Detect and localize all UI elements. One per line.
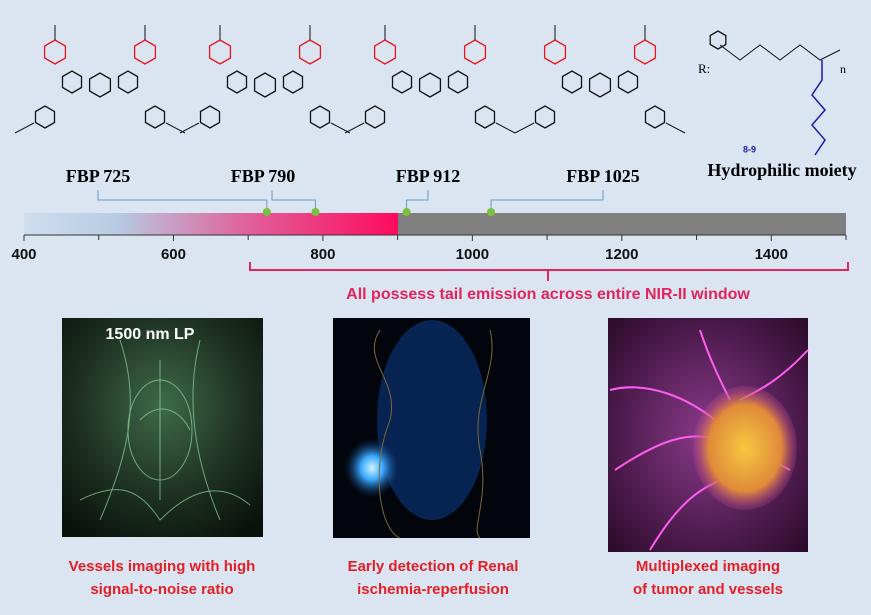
range-label: 8-9 [743,144,756,154]
ring [588,72,612,98]
bar-gray [398,213,846,235]
ring [88,72,112,98]
bar-gradient [24,213,398,235]
panel-vessels [62,318,263,537]
ring [633,39,657,65]
ring [474,105,496,129]
dye-label: FBP 725 [66,166,131,186]
repeat-label: n [840,62,846,76]
ring [534,105,556,129]
ring [117,70,139,94]
panel-overlay: 1500 nm LP [106,326,195,343]
ring [418,72,442,98]
ring [208,39,232,65]
ring [463,39,487,65]
vessels [79,339,251,521]
dye-label: FBP 790 [231,166,296,186]
dye-marker [311,208,320,216]
ring [709,30,727,50]
outline [373,329,493,539]
r-label: R: [698,61,710,76]
ring [447,70,469,94]
dye-label: FBP 912 [396,166,461,186]
caption: Early detection of Renal [348,558,519,575]
ring [226,70,248,94]
bond [514,25,686,134]
ring [61,70,83,94]
tumor [693,386,797,510]
leader [406,190,429,210]
ring [391,70,413,94]
bracket [249,262,849,281]
dye-marker [402,208,411,216]
ring [617,70,639,94]
body-glow [377,320,487,520]
tick-label: 400 [11,246,36,263]
ring [364,105,386,129]
moiety-peg [811,60,826,156]
tick-label: 1000 [456,246,489,263]
ring [133,39,157,65]
dye-label: FBP 1025 [566,166,640,186]
caption: ischemia-reperfusion [357,581,509,598]
bond [344,25,516,134]
leader [271,190,316,210]
kidney-glow [344,438,400,498]
ring [298,39,322,65]
ring [644,105,666,129]
dye-marker [262,208,271,216]
bond [14,25,186,134]
ring [34,105,56,129]
ring [253,72,277,98]
leader [97,190,268,210]
ring [543,39,567,65]
dye-marker [487,208,496,216]
tick-label: 1400 [755,246,788,263]
leader [490,190,604,210]
structures [14,25,841,156]
caption: Vessels imaging with high [69,558,256,575]
tick-label: 800 [310,246,335,263]
ring [309,105,331,129]
ring [282,70,304,94]
ring [199,105,221,129]
moiety-label: Hydrophilic moiety [707,160,856,180]
moiety-chain [719,44,841,61]
caption: Multiplexed imaging [636,558,780,575]
tick-label: 600 [161,246,186,263]
caption: signal-to-noise ratio [90,581,233,598]
bracket-text: All possess tail emission across entire … [346,286,750,303]
ring [43,39,67,65]
ring [373,39,397,65]
ring [144,105,166,129]
bond [179,25,351,134]
tick-label: 1200 [605,246,638,263]
caption: of tumor and vessels [633,581,783,598]
ring [561,70,583,94]
